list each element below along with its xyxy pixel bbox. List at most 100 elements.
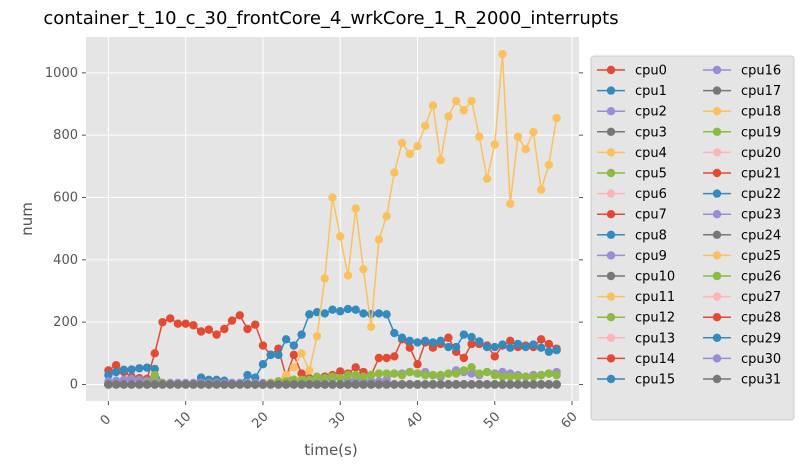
data-point: [158, 317, 167, 327]
data-point: [320, 274, 329, 283]
legend-marker: [712, 168, 722, 178]
data-point: [536, 370, 546, 380]
legend-marker: [606, 292, 616, 301]
data-point: [397, 333, 407, 342]
legend-label: cpu20: [741, 146, 781, 161]
y-tick-label: 400: [53, 253, 78, 268]
data-point: [413, 369, 422, 378]
legend-item: cpu9: [597, 249, 667, 264]
data-point: [459, 330, 469, 339]
data-point: [444, 112, 453, 121]
data-point: [552, 113, 561, 123]
data-point: [251, 320, 260, 329]
legend-item: cpu29: [703, 331, 781, 346]
data-point: [297, 369, 306, 378]
data-point: [351, 380, 360, 389]
legend-marker: [606, 127, 616, 136]
data-point: [428, 338, 438, 347]
data-point: [467, 332, 476, 342]
legend-label: cpu12: [635, 311, 675, 326]
data-point: [428, 370, 438, 380]
data-point: [258, 341, 268, 350]
data-point: [552, 380, 561, 389]
data-point: [142, 380, 152, 389]
legend-item: cpu13: [597, 331, 675, 346]
legend-marker: [712, 148, 722, 157]
legend-label: cpu3: [635, 125, 667, 140]
data-point: [444, 380, 453, 389]
data-point: [281, 380, 291, 389]
data-point: [552, 370, 561, 380]
data-point: [421, 336, 430, 346]
data-point: [506, 336, 515, 346]
data-point: [529, 372, 538, 381]
data-point: [490, 140, 499, 149]
data-point: [506, 380, 515, 389]
data-point: [351, 370, 360, 380]
legend-marker: [712, 292, 722, 301]
legend-label: cpu24: [741, 228, 781, 243]
data-point: [513, 380, 523, 389]
data-point: [312, 331, 322, 341]
data-point: [475, 380, 484, 389]
legend-marker: [712, 354, 722, 363]
data-point: [320, 374, 329, 383]
data-point: [135, 380, 144, 389]
data-point: [382, 380, 391, 389]
legend-item: cpu22: [703, 187, 781, 202]
x-axis-ticks: 0 10 20 30 40 50 60: [98, 401, 581, 432]
data-point: [467, 380, 476, 389]
data-point: [459, 380, 469, 389]
data-point: [475, 132, 484, 141]
data-point: [451, 369, 461, 378]
series-layer: [104, 49, 561, 389]
data-point: [274, 350, 283, 360]
data-point: [374, 380, 384, 389]
data-point: [336, 367, 345, 376]
legend-marker: [606, 230, 616, 239]
data-point: [111, 360, 121, 370]
data-point: [544, 369, 554, 378]
data-point: [366, 380, 376, 389]
legend-item: cpu4: [597, 146, 667, 161]
legend-marker: [606, 107, 616, 116]
data-point: [521, 372, 530, 381]
data-point: [189, 380, 198, 389]
data-point: [382, 369, 391, 378]
data-point: [482, 342, 492, 352]
data-point: [235, 311, 244, 320]
data-point: [444, 333, 453, 342]
data-point: [320, 380, 329, 389]
data-point: [490, 352, 499, 361]
data-point: [166, 314, 175, 323]
data-point: [320, 309, 329, 318]
y-tick-label: 1000: [45, 66, 78, 81]
data-point: [390, 369, 399, 378]
legend-label: cpu15: [635, 373, 675, 388]
legend-marker: [712, 313, 722, 322]
data-point: [467, 369, 476, 378]
series-cpu31: [104, 380, 561, 389]
x-axis-label: time(s): [304, 441, 357, 459]
legend-label: cpu7: [635, 208, 667, 223]
legend-item: cpu31: [703, 373, 781, 388]
legend-label: cpu6: [635, 187, 667, 202]
data-point: [328, 372, 337, 381]
data-point: [397, 138, 407, 148]
data-point: [212, 380, 221, 389]
data-point: [451, 380, 461, 389]
legend-label: cpu5: [635, 167, 667, 182]
data-point: [382, 353, 391, 363]
legend-marker: [606, 251, 616, 260]
data-point: [173, 380, 183, 389]
data-point: [111, 380, 121, 389]
data-point: [513, 339, 523, 349]
data-point: [328, 380, 337, 389]
data-point: [498, 49, 507, 59]
data-point: [506, 199, 515, 208]
legend-item: cpu10: [597, 270, 675, 285]
data-point: [544, 160, 554, 169]
legend-label: cpu22: [741, 187, 781, 202]
data-point: [158, 380, 167, 389]
